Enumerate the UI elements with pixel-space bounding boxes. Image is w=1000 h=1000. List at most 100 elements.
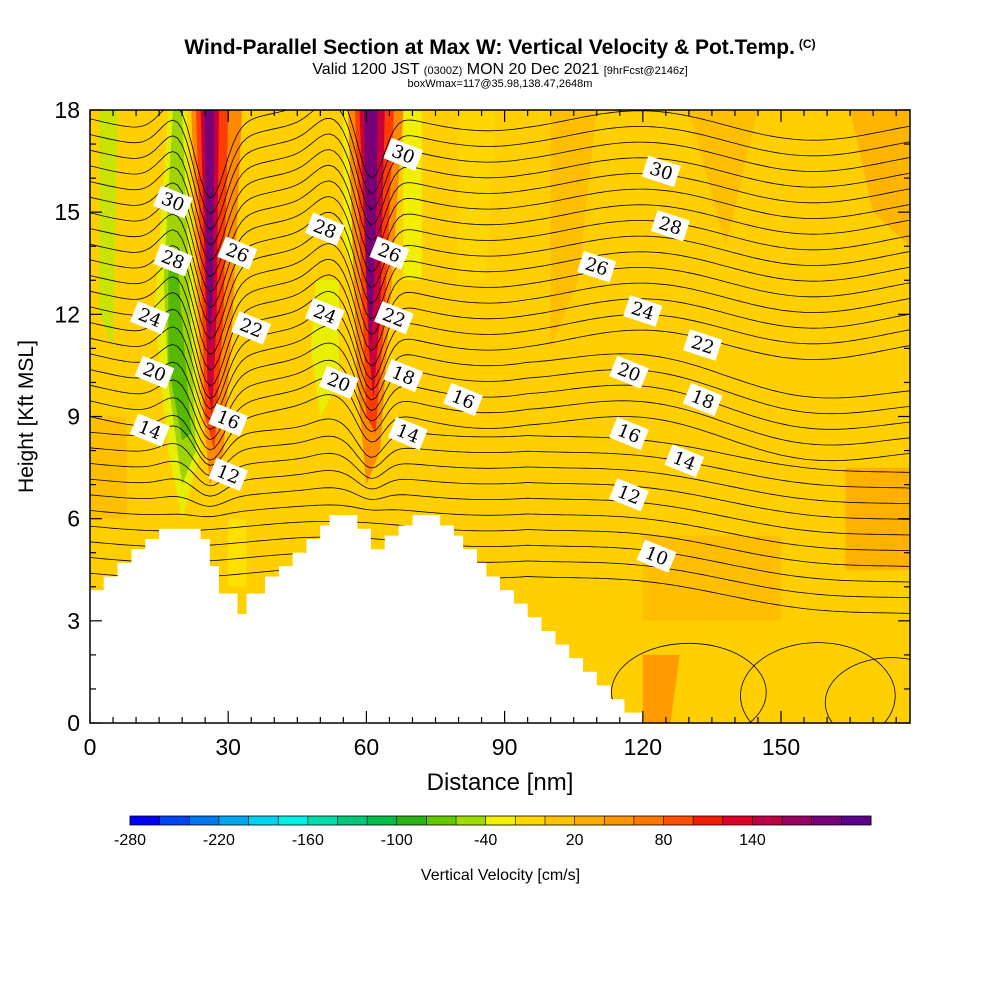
contour-label-box	[208, 457, 249, 491]
contour-label-box	[609, 355, 649, 389]
theta-contour-line	[90, 290, 910, 400]
contour-label-box	[641, 155, 681, 188]
theta-contour-line	[90, 258, 910, 371]
terrain-mask-top	[90, 515, 643, 723]
theta-contour-line	[90, 196, 910, 309]
contour-label-box	[208, 403, 249, 437]
theta-contour-line	[90, 394, 910, 462]
theta-contour-line	[90, 536, 910, 583]
y-axis-label: Height [Kft MSL]	[15, 340, 38, 493]
colorbar-tick-label: 140	[739, 832, 766, 849]
colorbar-swatch	[544, 816, 576, 825]
contour-label-box	[305, 212, 345, 246]
colorbar-swatch	[752, 816, 783, 825]
colorbar-swatch	[278, 816, 309, 825]
contour-label-box	[388, 416, 428, 451]
shade-purple-b	[364, 110, 378, 349]
theta-contour-line	[90, 110, 910, 199]
theta-contour-line	[90, 342, 910, 430]
contour-label-box	[664, 444, 705, 478]
shade-orange-c	[850, 110, 910, 247]
contour-label-box	[577, 250, 617, 283]
contour-label-box	[609, 478, 649, 512]
theta-contour-line	[90, 325, 910, 420]
theta-contour-line	[90, 308, 910, 410]
colorbar: -280 -220 -160 -100 -40 20 80 140 Vertical Veloc…	[114, 815, 872, 884]
colorbar-swatch	[485, 816, 516, 825]
colorbar-tick-label: -160	[292, 832, 324, 849]
contour-label-box	[623, 295, 663, 327]
theta-contour-line	[90, 133, 910, 246]
colorbar-swatch	[248, 816, 279, 825]
contour-label-box	[682, 382, 723, 417]
valid-zulu: (0300Z)	[423, 65, 463, 77]
contour-label: 24	[623, 295, 663, 327]
theta-contour-loop	[740, 642, 896, 723]
contour-label-box	[683, 329, 723, 361]
colorbar-swatch	[633, 816, 665, 825]
contour-label-box	[153, 185, 193, 219]
y-tick-label: 3	[67, 608, 80, 634]
theta-contour-line	[90, 418, 910, 473]
colorbar-swatch	[574, 816, 605, 825]
chart-title: Wind-Parallel Section at Max W: Vertical…	[0, 36, 1000, 60]
x-tick-label: 90	[492, 734, 518, 760]
shade-orange-f	[642, 654, 680, 723]
shade-orange-d	[90, 416, 127, 519]
theta-contour-line	[90, 117, 910, 230]
theta-contour-line	[90, 470, 910, 520]
contour-label-box	[130, 301, 170, 335]
contour-label-box	[609, 416, 649, 451]
axis-ticks	[89, 109, 910, 724]
contour-label: 28	[650, 210, 690, 242]
shade-green	[168, 263, 192, 441]
contour-label-box	[374, 301, 414, 335]
colorbar-swatch	[337, 816, 368, 825]
contour-label-box	[383, 137, 424, 171]
valid-time-line: Valid 1200 JST (0300Z) MON 20 Dec 2021 […	[0, 61, 1000, 79]
y-tick-label: 6	[67, 506, 80, 532]
contour-label-box	[153, 243, 193, 277]
theta-contour-line	[90, 149, 910, 262]
contour-label-box	[130, 413, 170, 447]
x-tick-label: 0	[84, 734, 97, 760]
colorbar-swatch	[811, 816, 842, 825]
contour-label: 14	[130, 413, 170, 447]
colorbar-swatch	[782, 816, 813, 825]
theta-contour-line	[90, 521, 910, 567]
colorbar-swatch	[515, 816, 546, 825]
shade-yellowgreen-a	[99, 110, 118, 349]
theta-contour-line	[90, 243, 910, 356]
x-tick-label: 60	[354, 734, 380, 760]
theta-contour-loop	[824, 657, 910, 723]
colorbar-swatch	[841, 816, 872, 825]
contour-label-box	[318, 365, 359, 399]
y-tick-label: 15	[54, 199, 80, 225]
colorbar-swatch	[130, 816, 161, 825]
forecast-info: [9hrFcst@2146z]	[603, 65, 688, 77]
shade-orange-a	[550, 110, 597, 349]
theta-contour-line	[90, 227, 910, 340]
shade-yellow-f	[458, 110, 496, 281]
colorbar-swatch	[307, 816, 338, 825]
theta-contour-line	[90, 487, 910, 536]
x-tick-label: 120	[624, 734, 662, 760]
colorbar-swatch	[722, 816, 753, 825]
colorbar-tick-label: -220	[203, 832, 235, 849]
colorbar-swatch	[663, 816, 694, 825]
colorbar-swatch	[218, 816, 250, 825]
colorbar-tick-label: -280	[114, 832, 146, 849]
colorbar-tick-label: -100	[381, 832, 413, 849]
colorbar-swatch	[604, 816, 635, 825]
copyright-mark: (C)	[798, 37, 816, 51]
contour-label-box	[443, 382, 483, 417]
theta-contour-line	[90, 211, 910, 324]
contour-label-box	[636, 539, 677, 573]
title-text: Wind-Parallel Section at Max W: Vertical…	[184, 36, 795, 59]
y-tick-label: 0	[67, 710, 80, 736]
colorbar-swatch	[693, 816, 724, 825]
colorbar-tick-label: 20	[566, 832, 584, 849]
contour-label-box	[305, 297, 345, 331]
valid-prefix: Valid 1200 JST	[312, 61, 420, 78]
